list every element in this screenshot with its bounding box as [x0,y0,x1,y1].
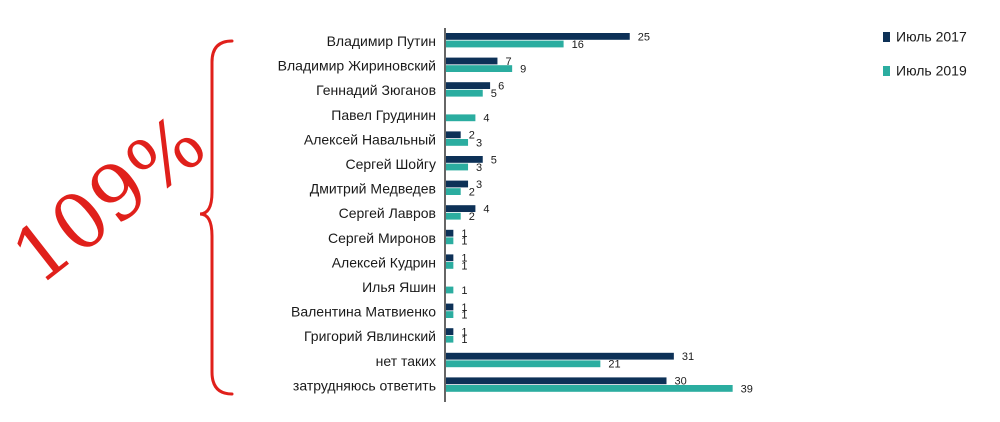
data-label: 4 [483,204,489,216]
bar-jul-2019 [446,311,454,318]
bar-jul-2019 [446,385,733,392]
data-label: 16 [572,39,584,51]
data-label: 5 [491,88,497,100]
data-label: 31 [682,351,694,363]
legend: Июль 2017 Июль 2019 [883,29,967,79]
data-label: 1 [461,334,467,346]
bar-jul-2019 [446,114,476,122]
bars [446,33,733,392]
data-label: 3 [476,162,482,174]
data-label: 7 [505,56,511,68]
data-label: 21 [608,359,620,371]
category-label: затрудняюсь ответить [293,377,436,393]
data-label: 25 [638,31,650,43]
bar-jul-2019 [446,163,469,171]
data-label: 1 [461,236,467,248]
bar-jul-2017 [446,328,454,335]
category-label: Валентина Матвиенко [291,304,436,320]
bar-jul-2017 [446,254,454,262]
category-label: Сергей Миронов [328,230,436,246]
bar-jul-2019 [446,188,461,195]
category-label: Дмитрий Медведев [310,181,436,197]
bar-jul-2019 [446,212,461,220]
data-label: 6 [498,81,504,93]
annotation-text: 109% [0,97,222,301]
category-label: Алексей Кудрин [332,254,436,270]
data-label: 4 [483,113,489,125]
category-label: Владимир Жириновский [278,58,436,74]
bar-jul-2017 [446,229,454,237]
category-label: Владимир Путин [327,33,436,49]
data-label: 1 [461,327,467,339]
bar-jul-2017 [446,33,630,40]
bar-jul-2017 [446,156,483,163]
curly-brace-annotation [199,39,234,396]
data-label: 1 [461,253,467,265]
data-label: 39 [741,383,753,395]
bar-jul-2017 [446,131,461,139]
bar-jul-2017 [446,57,498,65]
bar-jul-2019 [446,360,601,368]
bar-jul-2017 [446,377,667,385]
bar-jul-2017 [446,205,476,212]
bar-jul-2019 [446,262,454,269]
category-label: Павел Грудинин [331,107,436,123]
bar-jul-2019 [446,237,454,245]
legend-swatch [883,66,890,76]
bar-jul-2017 [446,180,469,188]
category-label: Илья Яшин [362,279,436,295]
data-label: 1 [461,302,467,314]
bar-jul-2019 [446,40,564,48]
data-label: 30 [675,376,687,388]
legend-swatch [883,32,890,42]
data-label: 2 [469,130,475,142]
legend-label: Июль 2017 [896,29,967,45]
data-label: 1 [461,228,467,240]
category-label: Сергей Шойгу [345,156,436,172]
data-label: 1 [461,260,467,272]
bar-jul-2019 [446,65,513,72]
data-label: 3 [476,179,482,191]
data-label: 1 [461,310,467,322]
data-label: 1 [461,285,467,297]
category-label: нет таких [376,353,436,369]
data-label: 5 [491,154,497,166]
bar-jul-2017 [446,352,674,360]
category-label: Алексей Навальный [304,131,436,147]
category-label: Григорий Явлинский [304,328,436,344]
bar-jul-2019 [446,139,469,146]
bar-jul-2019 [446,286,454,294]
category-labels: Владимир Путин Владимир Жириновский Геннад… [278,33,437,393]
bar-jul-2017 [446,82,491,89]
category-label: Геннадий Зюганов [316,82,436,98]
data-label: 9 [520,64,526,76]
category-label: Сергей Лавров [339,205,436,221]
data-label: 2 [469,187,475,199]
legend-label: Июль 2019 [896,63,967,79]
bar-jul-2017 [446,303,454,311]
data-label: 3 [476,137,482,149]
bar-jul-2019 [446,89,483,97]
data-label: 2 [469,211,475,223]
bar-jul-2019 [446,335,454,343]
